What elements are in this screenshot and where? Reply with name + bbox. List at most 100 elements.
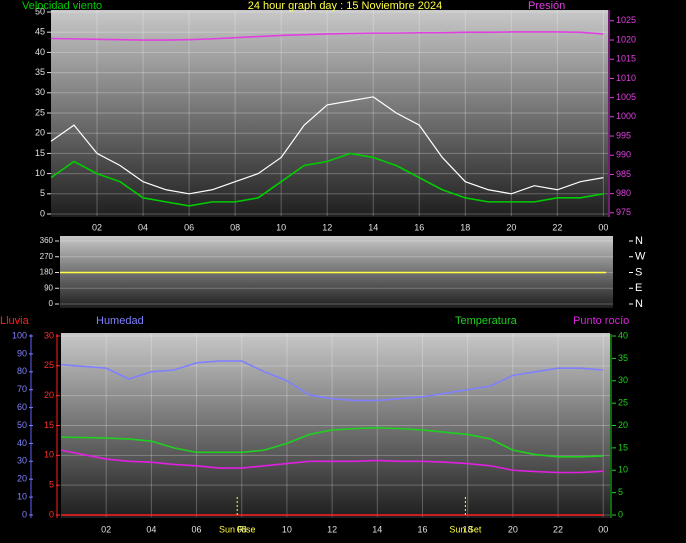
y3-tick-label: 80 xyxy=(17,366,27,376)
series-name: Presión xyxy=(528,0,565,12)
y3-tick-label: 60 xyxy=(17,402,27,412)
series-name: Temperatura xyxy=(455,315,518,327)
y2-tick-label: S xyxy=(635,266,642,278)
series-line xyxy=(50,96,604,195)
series-name: Punto rocío xyxy=(573,315,629,327)
y-tick-label: 20 xyxy=(35,128,45,138)
y-tick-label: 30 xyxy=(44,330,54,340)
y2-tick-label: E xyxy=(635,282,642,294)
y-tick-label: 270 xyxy=(40,252,54,261)
series-name: Lluvia xyxy=(0,315,30,327)
y3-tick-label: 90 xyxy=(17,348,27,358)
y2-tick-label: 10 xyxy=(618,465,628,475)
y2-tick-label: 1025 xyxy=(616,15,636,25)
y2-tick-label: 35 xyxy=(618,353,628,363)
x-tick-label: 14 xyxy=(368,222,378,232)
x-tick-label: 16 xyxy=(414,222,424,232)
y3-tick-label: 50 xyxy=(17,420,27,430)
series-line xyxy=(50,31,604,41)
series-name: Velocidad viento xyxy=(22,0,102,12)
x-tick-label: 08 xyxy=(230,222,240,232)
y-tick-label: 0 xyxy=(40,208,45,218)
series-name: Humedad xyxy=(96,315,144,327)
y2-tick-label: 15 xyxy=(618,442,628,452)
y2-tick-label: 980 xyxy=(616,188,631,198)
y3-tick-label: 10 xyxy=(17,491,27,501)
y2-tick-label: 985 xyxy=(616,169,631,179)
x-tick-label: 00 xyxy=(598,222,608,232)
y-tick-label: 15 xyxy=(35,148,45,158)
y-tick-label: 10 xyxy=(44,450,54,460)
y-tick-label: 5 xyxy=(49,480,54,490)
y2-tick-label: 975 xyxy=(616,207,631,217)
y-tick-label: 15 xyxy=(44,420,54,430)
y-tick-label: 20 xyxy=(44,390,54,400)
y-tick-label: 45 xyxy=(35,27,45,37)
x-tick-label: 06 xyxy=(184,222,194,232)
y2-tick-label: 1010 xyxy=(616,73,636,83)
x-tick-label: 10 xyxy=(276,222,286,232)
y-tick-label: 35 xyxy=(35,67,45,77)
y3-tick-label: 100 xyxy=(12,330,27,340)
x-tick-label: 06 xyxy=(192,524,202,534)
x-tick-label: 20 xyxy=(508,524,518,534)
y-tick-label: 180 xyxy=(40,268,54,277)
y3-tick-label: 70 xyxy=(17,384,27,394)
y2-tick-label: 995 xyxy=(616,130,631,140)
y-tick-label: 0 xyxy=(49,299,54,308)
y-tick-label: 25 xyxy=(44,360,54,370)
y2-tick-label: W xyxy=(635,251,646,263)
y3-tick-label: 0 xyxy=(22,509,27,519)
y-tick-label: 30 xyxy=(35,87,45,97)
y2-tick-label: 20 xyxy=(618,420,628,430)
y2-tick-label: N xyxy=(635,235,643,247)
x-tick-label: 18 xyxy=(460,222,470,232)
y-tick-label: 50 xyxy=(35,6,45,16)
x-tick-label: 02 xyxy=(92,222,102,232)
panel-temp xyxy=(61,333,610,518)
y2-tick-label: 0 xyxy=(618,509,623,519)
x-tick-label: 22 xyxy=(552,222,562,232)
y2-tick-label: 25 xyxy=(618,398,628,408)
x-tick-label: 14 xyxy=(372,524,382,534)
annotation: Sun Rise xyxy=(219,524,256,534)
annotation: Sun Set xyxy=(449,524,482,534)
x-tick-label: 02 xyxy=(101,524,111,534)
y2-tick-label: 30 xyxy=(618,375,628,385)
x-tick-label: 22 xyxy=(553,524,563,534)
x-tick-label: 18 xyxy=(463,524,473,534)
y2-tick-label: 5 xyxy=(618,487,623,497)
y-tick-label: 10 xyxy=(35,168,45,178)
y3-tick-label: 40 xyxy=(17,438,27,448)
y-tick-label: 25 xyxy=(35,107,45,117)
y-tick-label: 40 xyxy=(35,47,45,57)
x-tick-label: 10 xyxy=(282,524,292,534)
x-tick-label: 12 xyxy=(322,222,332,232)
x-tick-label: 20 xyxy=(506,222,516,232)
x-tick-label: 12 xyxy=(327,524,337,534)
y2-tick-label: 1005 xyxy=(616,92,636,102)
x-tick-label: 00 xyxy=(598,524,608,534)
y2-tick-label: N xyxy=(635,298,643,310)
x-tick-label: 08 xyxy=(237,524,247,534)
x-tick-label: 04 xyxy=(138,222,148,232)
y-tick-label: 90 xyxy=(44,283,53,292)
y-tick-label: 5 xyxy=(40,188,45,198)
y2-tick-label: 40 xyxy=(618,330,628,340)
y-tick-label: 0 xyxy=(49,509,54,519)
y2-tick-label: 1015 xyxy=(616,54,636,64)
series-line xyxy=(60,360,604,402)
y2-tick-label: 1000 xyxy=(616,111,636,121)
y3-tick-label: 30 xyxy=(17,456,27,466)
x-tick-label: 16 xyxy=(417,524,427,534)
chart-title: 24 hour graph day : 15 Noviembre 2024 xyxy=(248,0,442,12)
series-line xyxy=(60,449,604,474)
x-tick-label: 04 xyxy=(146,524,156,534)
y-tick-label: 360 xyxy=(40,236,54,245)
series-line xyxy=(50,152,604,207)
series-line xyxy=(60,426,604,458)
y2-tick-label: 1020 xyxy=(616,34,636,44)
y2-tick-label: 990 xyxy=(616,150,631,160)
